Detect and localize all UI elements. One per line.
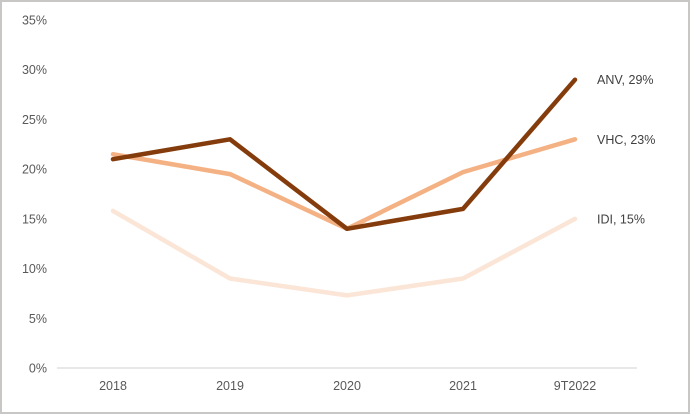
x-axis-tick-label: 2018 xyxy=(99,379,127,393)
y-axis-tick-label: 35% xyxy=(22,14,47,28)
y-axis-tick-label: 0% xyxy=(29,362,47,376)
x-axis-tick-label: 2020 xyxy=(333,379,361,393)
y-axis-tick-label: 15% xyxy=(22,212,47,226)
y-axis-tick-label: 10% xyxy=(22,262,47,276)
series-end-label-idi: IDI, 15% xyxy=(597,212,645,226)
y-axis-tick-label: 25% xyxy=(22,113,47,127)
y-axis-tick-label: 20% xyxy=(22,163,47,177)
y-axis-tick-label: 30% xyxy=(22,63,47,77)
series-line-anv xyxy=(110,77,578,232)
y-axis-tick-label: 5% xyxy=(29,312,47,326)
series-line-vhc xyxy=(110,137,578,232)
x-axis-tick-label: 9T2022 xyxy=(554,379,596,393)
series-line-idi xyxy=(110,208,578,298)
x-axis-tick-label: 2021 xyxy=(449,379,477,393)
series-end-label-anv: ANV, 29% xyxy=(597,73,654,87)
x-axis-tick-label: 2019 xyxy=(216,379,244,393)
series-end-label-vhc: VHC, 23% xyxy=(597,133,655,147)
